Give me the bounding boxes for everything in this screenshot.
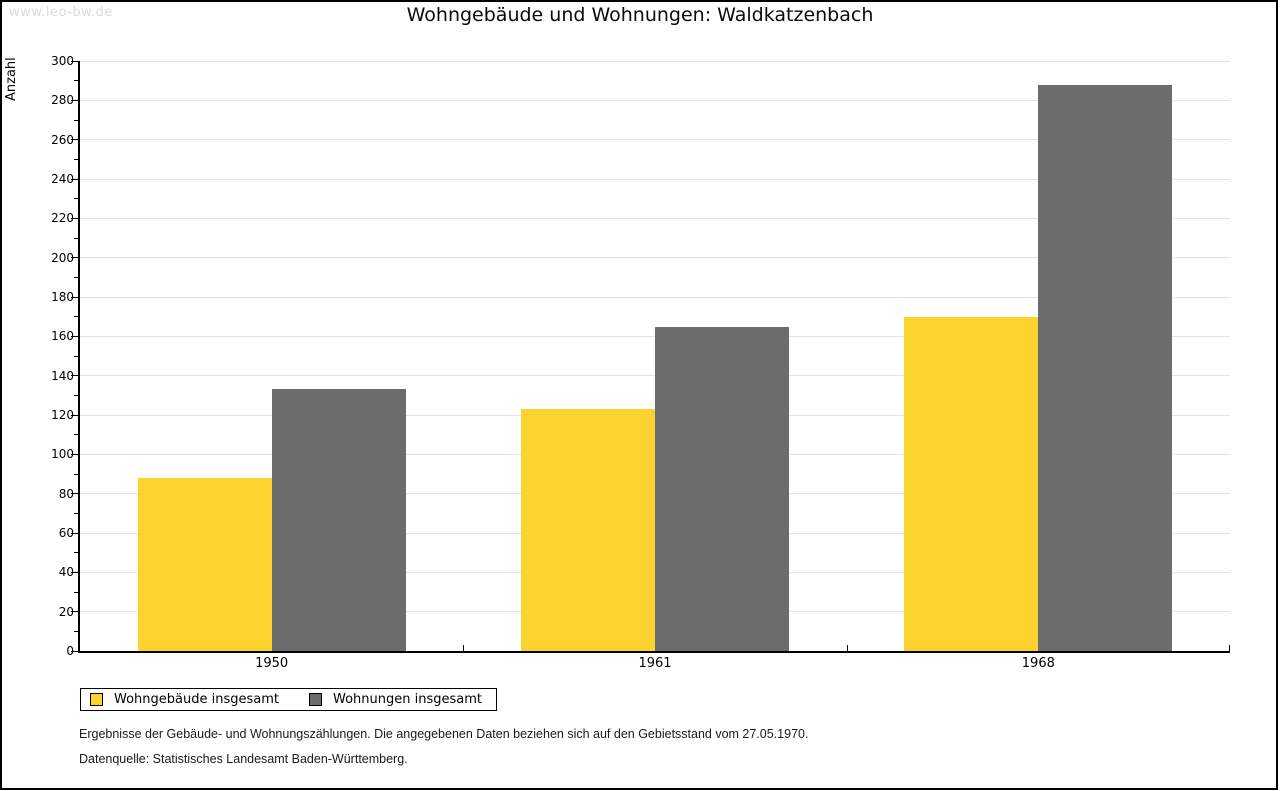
legend-label-wohnungen: Wohnungen insgesamt	[333, 692, 482, 707]
y-tick-label: 260	[51, 132, 74, 147]
y-axis-minor-tick	[74, 630, 78, 632]
x-axis-end-tick	[1229, 645, 1230, 651]
y-axis-minor-tick	[74, 119, 78, 121]
y-gridline	[80, 296, 1230, 298]
x-tick-label: 1968	[1021, 656, 1055, 671]
y-tick-label: 80	[58, 486, 74, 501]
x-tick-label: 1950	[255, 656, 289, 671]
legend-swatch-wohnungen	[309, 693, 322, 706]
y-axis-title: Anzahl	[4, 57, 19, 101]
y-axis-major-tick	[71, 453, 78, 455]
y-axis-minor-tick	[74, 394, 78, 396]
y-axis-major-tick	[71, 178, 78, 180]
y-tick-label: 200	[51, 250, 74, 265]
y-tick-label: 0	[66, 644, 74, 658]
y-axis-major-tick	[71, 335, 78, 337]
y-axis-major-tick	[71, 139, 78, 141]
y-axis-minor-tick	[74, 434, 78, 436]
x-tick-label: 1961	[638, 656, 672, 671]
bar-wohngebaeude-1968	[904, 316, 1039, 651]
y-axis-minor-tick	[74, 198, 78, 200]
y-tick-label: 120	[51, 408, 74, 422]
y-tick-label: 280	[51, 93, 74, 108]
y-axis-major-tick	[71, 60, 78, 62]
watermark-text: www.leo-bw.de	[9, 5, 113, 20]
y-gridline	[80, 99, 1230, 101]
y-axis-major-tick	[71, 571, 78, 573]
y-tick-label: 160	[51, 329, 74, 344]
y-gridline	[80, 257, 1230, 259]
legend-swatch-wohngebaeude	[90, 693, 103, 706]
y-axis-major-tick	[71, 257, 78, 259]
y-gridline	[80, 178, 1230, 180]
y-axis-major-tick	[71, 532, 78, 534]
legend-item-wohngebaeude: Wohngebäude insgesamt	[90, 692, 279, 707]
y-axis-major-tick	[71, 493, 78, 495]
bar-wohnungen-1961	[655, 326, 789, 651]
y-axis-minor-tick	[74, 473, 78, 475]
y-axis-minor-tick	[74, 80, 78, 82]
y-axis-minor-tick	[74, 158, 78, 160]
y-gridline	[80, 139, 1230, 141]
y-tick-label: 180	[51, 290, 74, 304]
y-gridline	[80, 217, 1230, 219]
y-axis-line	[78, 61, 80, 653]
y-axis-minor-tick	[74, 591, 78, 593]
chart-title: Wohngebäude und Wohnungen: Waldkatzenbac…	[406, 4, 874, 26]
y-axis-major-tick	[71, 217, 78, 219]
y-axis-major-tick	[71, 611, 78, 613]
bar-wohnungen-1968	[1038, 84, 1173, 651]
bar-wohngebaeude-1961	[521, 409, 655, 651]
y-axis-minor-tick	[74, 552, 78, 554]
y-tick-label: 140	[51, 368, 74, 383]
y-tick-label: 240	[51, 172, 74, 186]
y-axis-major-tick	[71, 296, 78, 298]
x-axis-line	[78, 651, 1230, 653]
legend-label-wohngebaeude: Wohngebäude insgesamt	[114, 692, 279, 707]
y-tick-label: 300	[51, 54, 74, 68]
x-axis-tick	[846, 645, 848, 651]
y-axis-major-tick	[71, 99, 78, 101]
x-axis-tick	[463, 645, 465, 651]
y-axis-major-tick	[71, 650, 78, 652]
y-tick-label: 60	[58, 526, 74, 540]
y-axis-major-tick	[71, 414, 78, 416]
y-tick-label: 40	[58, 565, 74, 580]
bar-wohngebaeude-1950	[137, 477, 272, 651]
y-axis-major-tick	[71, 375, 78, 377]
legend: Wohngebäude insgesamt Wohnungen insgesam…	[80, 688, 497, 711]
legend-item-wohnungen: Wohnungen insgesamt	[309, 692, 482, 707]
footer-note: Ergebnisse der Gebäude- und Wohnungszähl…	[79, 727, 809, 741]
plot-area: 1950 1961 1968 0 20 40 60 80 100 120 140 160 180 200 2…	[51, 54, 1230, 671]
y-axis-minor-tick	[74, 237, 78, 239]
y-tick-label: 220	[51, 211, 74, 226]
y-gridline	[80, 60, 1230, 62]
y-axis-minor-tick	[74, 355, 78, 357]
y-tick-label: 20	[58, 604, 74, 619]
bar-wohnungen-1950	[271, 389, 406, 651]
y-axis-minor-tick	[74, 512, 78, 514]
y-axis-minor-tick	[74, 276, 78, 278]
footer-source: Datenquelle: Statistisches Landesamt Bad…	[79, 752, 408, 766]
y-axis-minor-tick	[74, 316, 78, 318]
y-tick-label: 100	[51, 447, 74, 462]
